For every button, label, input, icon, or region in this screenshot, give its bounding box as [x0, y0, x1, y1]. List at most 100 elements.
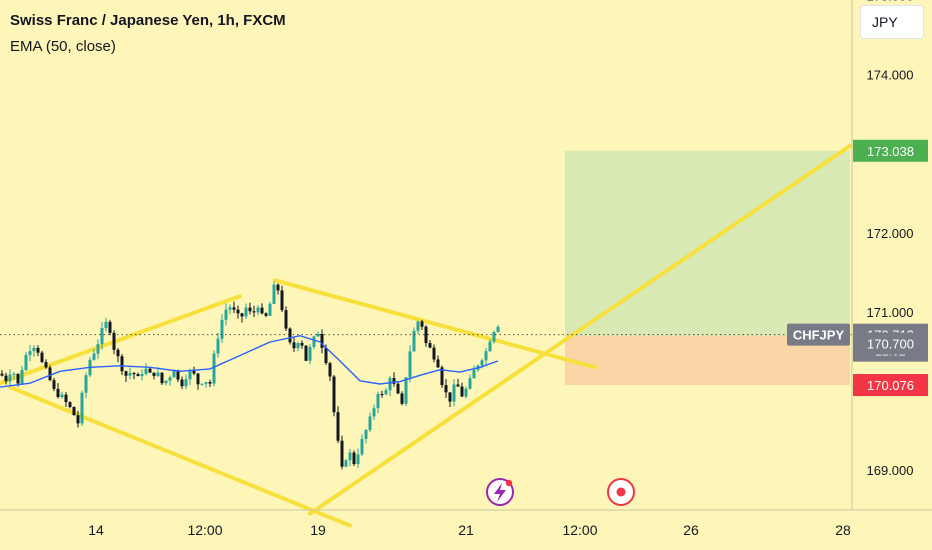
entry-price-badge-bg	[853, 332, 928, 355]
candle-body	[312, 336, 316, 347]
record-dot	[616, 487, 626, 497]
candle-body	[12, 373, 16, 375]
candle-body	[404, 377, 408, 404]
symbol-tag: CHFJPY	[793, 328, 845, 343]
candle-body	[220, 319, 224, 339]
price-tick-label: 172.000	[867, 226, 914, 241]
price-tick-label: 169.000	[867, 463, 914, 478]
candle-body	[40, 352, 44, 363]
candle-body	[344, 460, 348, 467]
candle-body	[316, 333, 320, 337]
candle-body	[200, 383, 204, 385]
indicator-legend[interactable]: EMA (50, close)	[10, 38, 116, 55]
candle-body	[236, 309, 240, 314]
time-tick-label: 12:00	[562, 522, 597, 538]
candle-body	[300, 342, 304, 346]
candle-body	[248, 307, 252, 312]
chart-title: Swiss Franc / Japanese Yen, 1h, FXCM	[10, 12, 286, 29]
candle-body	[0, 373, 4, 376]
candle-body	[356, 454, 360, 465]
candle-body	[216, 338, 220, 354]
candle-body	[32, 347, 36, 352]
trendline-4[interactable]	[308, 143, 852, 516]
candle-body	[120, 356, 124, 372]
candle-body	[272, 284, 276, 304]
candle-body	[288, 328, 292, 343]
symbol-tag-bg	[787, 323, 850, 346]
candle-body	[380, 394, 384, 396]
candle-body	[428, 343, 432, 348]
candle-body	[388, 378, 392, 391]
candle-body	[432, 347, 436, 360]
candle-body	[372, 408, 376, 417]
candle-body	[364, 429, 368, 439]
ema-line[interactable]	[0, 334, 499, 388]
candle-body	[124, 371, 128, 376]
candle-body	[348, 452, 352, 461]
candle-body	[56, 388, 60, 398]
candle-body	[60, 394, 64, 398]
trendline-3[interactable]	[273, 278, 597, 370]
candle-body	[228, 307, 232, 310]
candle-body	[456, 384, 460, 387]
candle-body	[152, 372, 156, 376]
time-tick-label: 26	[683, 522, 699, 538]
candle-body	[100, 328, 104, 345]
candle-body	[156, 372, 160, 376]
candle-body	[240, 313, 244, 317]
candle-body	[224, 309, 228, 320]
candle-body	[112, 332, 116, 350]
candle-body	[128, 372, 132, 376]
candle-body	[84, 375, 88, 393]
candle-body	[204, 382, 208, 384]
candle-body	[24, 354, 28, 370]
time-tick-label: 12:00	[187, 522, 222, 538]
candle-body	[264, 313, 268, 316]
candle-body	[108, 321, 112, 333]
candle-body	[196, 373, 200, 385]
candle-body	[416, 321, 420, 331]
candle-body	[448, 392, 452, 402]
candle-body	[4, 375, 8, 382]
candle-body	[368, 416, 372, 430]
candle-body	[16, 373, 20, 384]
candle-body	[468, 378, 472, 389]
candle-body	[52, 380, 56, 389]
candle-body	[168, 377, 172, 381]
candle-body	[472, 369, 476, 379]
candle-body	[464, 388, 468, 397]
currency-button[interactable]: JPY	[860, 5, 924, 39]
trendline-1[interactable]	[0, 294, 242, 386]
candle-body	[28, 351, 32, 355]
candle-body	[320, 333, 324, 348]
time-tick-label: 14	[88, 522, 104, 538]
entry-price-badge: 170.700	[867, 337, 914, 352]
candle-body	[68, 402, 72, 407]
candle-body	[64, 394, 68, 403]
candle-body	[132, 372, 136, 375]
time-tick-label: 19	[310, 522, 326, 538]
candle-body	[116, 349, 120, 357]
candle-body	[480, 360, 484, 366]
candle-body	[48, 367, 52, 381]
target-price-badge: 173.038	[867, 144, 914, 159]
candle-body	[352, 452, 356, 465]
candle-body	[136, 374, 140, 377]
candle-body	[460, 386, 464, 397]
candle-body	[496, 326, 500, 332]
candle-body	[256, 307, 260, 313]
candle-body	[488, 341, 492, 352]
candle-body	[260, 307, 264, 314]
candle-body	[180, 379, 184, 387]
time-tick-label: 28	[835, 522, 851, 538]
candle-body	[252, 311, 256, 313]
target-price-badge-bg	[853, 139, 928, 162]
notification-dot	[505, 479, 513, 487]
candle-body	[284, 310, 288, 329]
candle-body	[492, 331, 496, 342]
candle-body	[232, 307, 236, 310]
candle-body	[212, 353, 216, 384]
trendline-2[interactable]	[8, 385, 352, 528]
